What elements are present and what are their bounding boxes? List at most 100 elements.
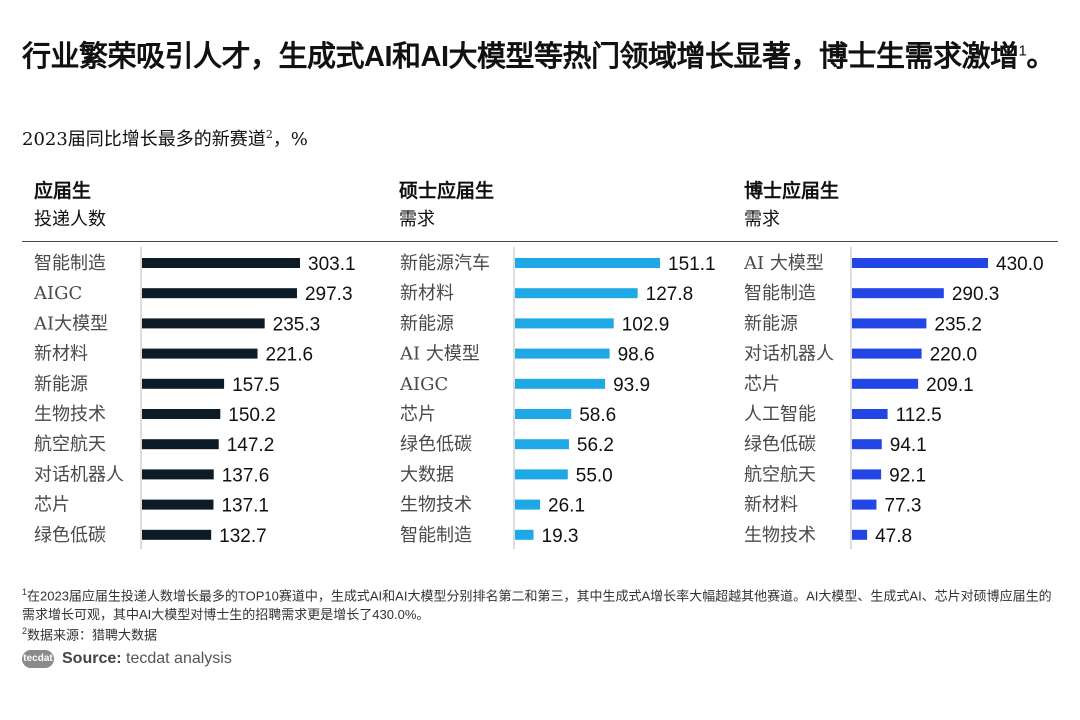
title-footnote-marker: 1 — [1018, 42, 1027, 60]
panel-metric: 投递人数 — [34, 209, 106, 230]
category-label: AI 大模型 — [399, 344, 480, 365]
category-label: 新能源 — [400, 313, 454, 334]
category-label: 新能源 — [744, 313, 798, 334]
value-label: 102.9 — [622, 314, 670, 335]
category-label: AI大模型 — [33, 313, 108, 334]
bar — [515, 258, 660, 268]
bar — [515, 499, 541, 510]
footnote-1: 1在2023届应届生投递人数增长最多的TOP10赛道中，生成式AI和AI大模型分… — [22, 587, 1052, 623]
value-label: 92.1 — [889, 465, 926, 486]
bar — [515, 469, 568, 480]
bar — [142, 378, 225, 389]
value-label: 56.2 — [577, 435, 614, 456]
value-label: 235.3 — [273, 314, 321, 335]
value-label: 26.1 — [548, 496, 585, 517]
bar — [852, 258, 988, 268]
category-label: 人工智能 — [744, 404, 816, 425]
value-label: 151.1 — [668, 254, 716, 275]
chart-phd: AI 大模型 430.0 智能制造 290.3 新能源 235.2 对话机器人 220.0 芯片… — [736, 247, 1066, 552]
chart-graduates: 智能制造 303.1 AIGC 297.3 AI大模型 235.3 新材料 221.6 新能源 1… — [22, 247, 372, 552]
category-label: 芯片 — [744, 374, 780, 395]
category-label: 绿色低碳 — [34, 525, 106, 546]
category-label: 智能制造 — [744, 283, 816, 304]
bar — [515, 378, 606, 389]
footnote-2: 2数据来源：猎聘大数据 — [22, 626, 158, 643]
panel-header-masters: 硕士应届生 需求 — [399, 178, 494, 234]
category-label: 生物技术 — [400, 495, 472, 516]
tecdat-logo: tecdat — [22, 650, 54, 668]
header-divider — [22, 241, 1058, 242]
category-label: 生物技术 — [34, 404, 106, 425]
category-label: 绿色低碳 — [744, 434, 816, 455]
value-label: 47.8 — [875, 526, 912, 547]
chart-subtitle: 2023届同比增长最多的新赛道2，% — [22, 128, 308, 150]
bar — [515, 318, 614, 329]
category-label: 对话机器人 — [744, 344, 834, 365]
category-label: 生物技术 — [744, 525, 816, 546]
subtitle-footnote-marker: 2 — [265, 128, 273, 141]
value-label: 58.6 — [579, 405, 616, 426]
panel-metric: 需求 — [399, 209, 435, 230]
source-line: Source: tecdat analysis — [62, 650, 232, 667]
bar — [142, 439, 219, 450]
value-label: 137.1 — [221, 496, 269, 517]
value-label: 209.1 — [926, 375, 974, 396]
value-label: 235.2 — [934, 314, 982, 335]
value-label: 132.7 — [219, 526, 267, 547]
category-label: 新材料 — [400, 283, 454, 304]
bar — [852, 288, 944, 299]
value-label: 98.6 — [618, 345, 655, 366]
bar — [142, 348, 258, 359]
value-label: 157.5 — [232, 375, 280, 396]
bar — [852, 439, 882, 450]
bar-chart-phd: AI 大模型 430.0 智能制造 290.3 新能源 235.2 对话机器人 220.0 芯片… — [743, 247, 1044, 549]
bar — [852, 499, 877, 510]
bar — [142, 288, 297, 299]
panel-title: 硕士应届生 — [399, 181, 495, 202]
category-label: 对话机器人 — [34, 464, 124, 485]
value-label: 290.3 — [952, 284, 1000, 305]
bar — [142, 258, 300, 268]
category-label: AIGC — [33, 283, 82, 304]
category-label: 新材料 — [34, 344, 88, 365]
value-label: 221.6 — [266, 345, 314, 366]
bar — [142, 529, 212, 540]
bar — [142, 469, 214, 480]
bar — [852, 529, 868, 540]
bar — [515, 409, 572, 419]
bar-chart-graduates: 智能制造 303.1 AIGC 297.3 AI大模型 235.3 新材料 221.6 新能源 1… — [33, 247, 356, 549]
bar — [515, 348, 610, 359]
category-label: 智能制造 — [400, 525, 472, 546]
bar — [142, 409, 221, 419]
value-label: 220.0 — [930, 345, 978, 366]
chart-masters: 新能源汽车 151.1 新材料 127.8 新能源 102.9 AI 大模型 98.6 AIGC… — [392, 247, 732, 552]
bar — [142, 499, 214, 510]
value-label: 19.3 — [542, 526, 579, 547]
value-label: 93.9 — [613, 375, 650, 396]
panel-header-phd: 博士应届生 需求 — [744, 178, 839, 234]
bar — [515, 529, 534, 540]
bar — [852, 348, 922, 359]
category-label: 芯片 — [34, 495, 70, 516]
value-label: 150.2 — [228, 405, 276, 426]
category-label: 大数据 — [400, 464, 454, 485]
value-label: 112.5 — [896, 405, 942, 426]
category-label: AI 大模型 — [743, 253, 824, 274]
bar — [852, 469, 882, 480]
bar — [852, 409, 888, 419]
panel-metric: 需求 — [744, 209, 780, 230]
panel-header-graduates: 应届生 投递人数 — [34, 178, 106, 234]
bar — [852, 318, 927, 329]
value-label: 94.1 — [890, 435, 927, 456]
category-label: 新能源 — [34, 374, 88, 395]
bar — [852, 378, 919, 389]
value-label: 430.0 — [996, 254, 1044, 275]
value-label: 127.8 — [646, 284, 694, 305]
value-label: 303.1 — [308, 254, 356, 275]
value-label: 77.3 — [884, 496, 921, 517]
category-label: 航空航天 — [744, 464, 816, 485]
category-label: 航空航天 — [34, 434, 106, 455]
value-label: 137.6 — [222, 465, 270, 486]
value-label: 297.3 — [305, 284, 353, 305]
category-label: 绿色低碳 — [400, 434, 472, 455]
